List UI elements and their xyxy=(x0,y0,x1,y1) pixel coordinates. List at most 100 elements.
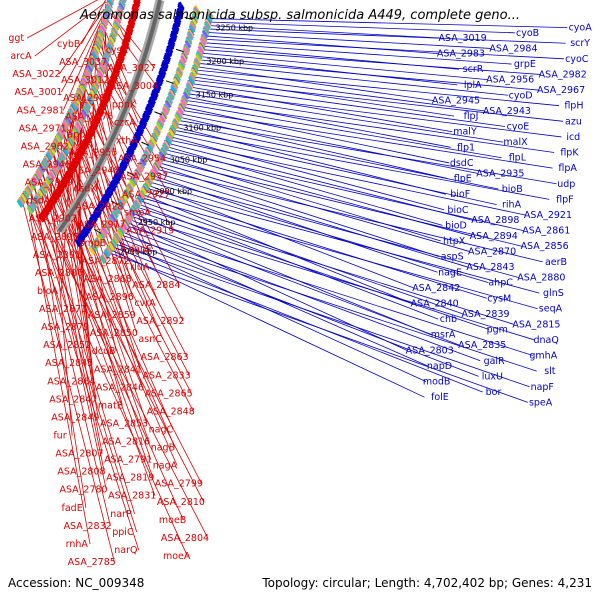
label-connector xyxy=(190,83,505,127)
gene-label: ASA_2848 xyxy=(147,406,195,417)
gene-label: nagB xyxy=(151,443,175,454)
feature-mark xyxy=(37,189,45,199)
label-connector xyxy=(169,136,445,211)
gene-label: icd xyxy=(566,132,580,143)
feature-mark xyxy=(48,171,56,181)
feature-mark xyxy=(116,228,124,238)
label-connector xyxy=(41,160,178,466)
feature-mark xyxy=(117,199,125,209)
feature-mark xyxy=(162,56,170,65)
feature-mark xyxy=(112,176,119,186)
feature-mark xyxy=(147,100,155,109)
scale-tick-mark xyxy=(111,200,119,206)
gene-label: rihA xyxy=(502,200,522,211)
label-connector xyxy=(198,55,458,86)
label-connector xyxy=(32,175,87,508)
feature-mark xyxy=(70,161,78,170)
feature-mark xyxy=(197,45,205,54)
gene-label: ASA_2989 xyxy=(63,93,111,104)
feature-mark xyxy=(20,193,28,203)
gene-label: bioD xyxy=(445,220,467,231)
feature-mark xyxy=(129,14,137,23)
feature-mark xyxy=(143,150,150,160)
feature-mark xyxy=(31,176,39,185)
gene-label: ASA_2937 xyxy=(120,172,168,183)
feature-mark xyxy=(149,136,157,145)
feature-mark xyxy=(125,27,133,37)
gene-label: ASA_2935 xyxy=(476,168,524,179)
label-connector xyxy=(28,182,111,526)
gene-label: ASA_2954 xyxy=(118,153,166,164)
feature-mark xyxy=(71,128,79,137)
gene-label: gmhA xyxy=(529,351,557,362)
label-connector xyxy=(193,72,485,112)
label-connector xyxy=(186,93,504,143)
feature-mark xyxy=(44,177,52,187)
label-connector xyxy=(195,66,434,101)
feature-mark xyxy=(106,0,114,7)
feature-mark xyxy=(89,89,97,98)
label-connector xyxy=(171,132,497,205)
feature-mark xyxy=(56,186,63,195)
feature-mark xyxy=(88,57,96,67)
gene-label: ASA_2799 xyxy=(155,479,203,490)
feature-mark xyxy=(38,214,45,223)
scale-tick-label: 3150 kbp xyxy=(196,91,234,100)
gene-label: dsdC xyxy=(450,158,474,169)
gene-label: speA xyxy=(529,397,553,408)
gene-label: ASA_3004 xyxy=(110,81,158,92)
feature-mark xyxy=(67,109,75,118)
feature-mark xyxy=(105,220,113,229)
feature-mark xyxy=(97,31,105,40)
gene-label: ASA_2816 xyxy=(102,437,150,448)
feature-mark xyxy=(182,91,190,100)
gene-label: ASA_2819 xyxy=(106,473,154,484)
gene-label: arcA xyxy=(10,51,32,62)
gene-label: bioC xyxy=(447,205,468,216)
gene-label: aerB xyxy=(545,257,567,268)
feature-mark xyxy=(126,149,133,158)
scale-ticks: 3250 kbp 3200 kbp 3150 kbp 3100 kbp 3050 kbp… xyxy=(93,16,253,257)
feature-mark xyxy=(151,165,159,174)
feature-mark xyxy=(121,41,129,51)
feature-mark xyxy=(76,236,83,245)
gene-label: glnS xyxy=(543,288,564,299)
gene-label: ASA_2852 xyxy=(43,340,91,351)
label-connector xyxy=(113,242,530,388)
feature-mark xyxy=(113,206,121,215)
feature-mark xyxy=(99,63,107,72)
feature-tracks xyxy=(16,0,214,265)
feature-mark xyxy=(175,70,183,79)
gene-label: ASA_2891 xyxy=(33,250,81,261)
feature-mark xyxy=(132,135,140,144)
gene-label: ASA_2892 xyxy=(136,316,184,327)
feature-mark xyxy=(80,229,88,239)
gene-label: ppnK xyxy=(112,99,137,110)
scale-tick-label: 2950 kbp xyxy=(138,218,176,227)
feature-mark xyxy=(99,255,107,265)
feature-mark xyxy=(152,129,160,138)
feature-mark xyxy=(188,24,196,34)
scale-tick-mark xyxy=(175,48,184,53)
label-connector xyxy=(62,23,101,111)
label-connector xyxy=(200,49,541,75)
feature-mark xyxy=(185,83,193,93)
feature-mark xyxy=(167,41,175,51)
feature-mark xyxy=(136,193,144,203)
label-connector xyxy=(102,13,157,87)
scale-tick-mark xyxy=(154,111,163,116)
label-connector xyxy=(24,188,91,544)
feature-mark xyxy=(83,102,91,111)
label-connector xyxy=(208,21,515,34)
gene-label: ASA_2981 xyxy=(17,105,65,116)
genome-summary: Topology: circular; Length: 4,702,402 bp… xyxy=(261,576,592,590)
gene-label: modB xyxy=(423,377,451,388)
gene-label: ASA_2982 xyxy=(539,69,587,80)
gene-label: flpK xyxy=(560,148,579,159)
feature-mark xyxy=(132,171,140,181)
gene-label: ASA_2835 xyxy=(458,340,506,351)
feature-mark xyxy=(165,136,172,145)
feature-mark xyxy=(94,76,102,85)
gene-label: ASA_2780 xyxy=(59,485,107,496)
feature-mark xyxy=(131,7,139,16)
